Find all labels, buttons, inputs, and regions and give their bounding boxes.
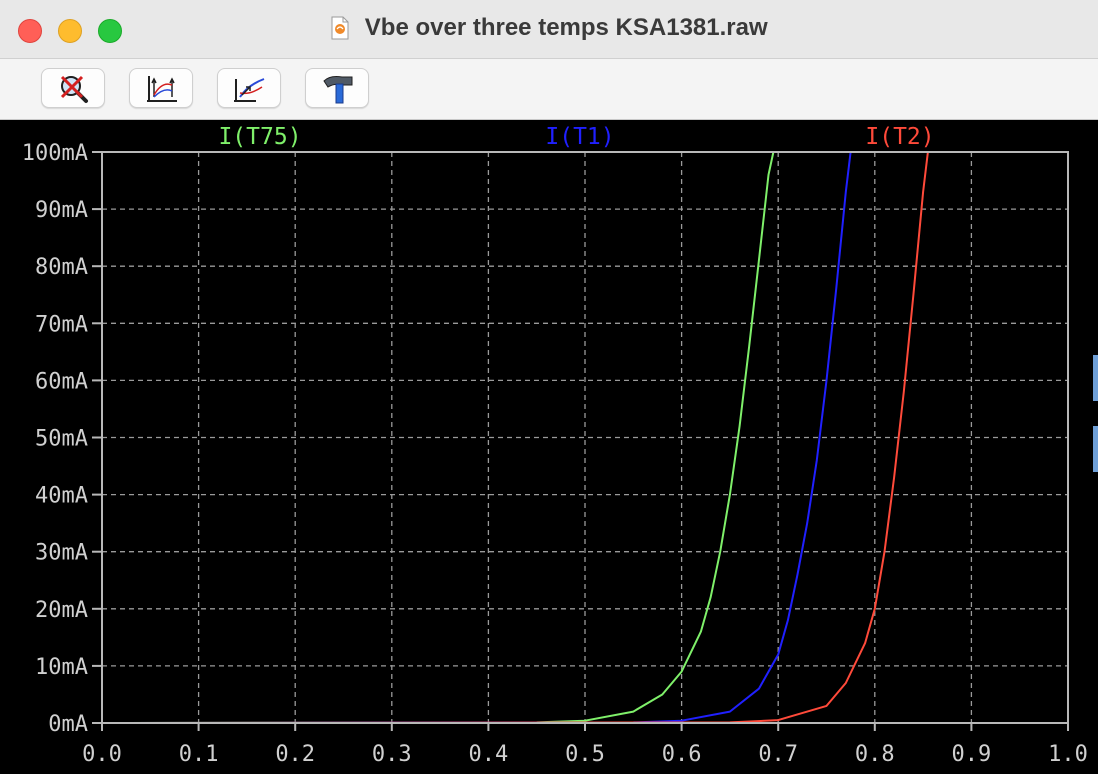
x-tick-label: 0.3 [372,742,412,767]
y-tick-label: 50mA [35,427,88,452]
waveform-chart[interactable]: 0.0 0.1 0.2 0.3 0.4 0.5 0.6 0.7 0.8 0.9 1.0 0mA 10mA… [0,120,1098,774]
x-tick-label: 0.7 [758,742,798,767]
plot-area[interactable]: 0.0 0.1 0.2 0.3 0.4 0.5 0.6 0.7 0.8 0.9 1.0 0mA 10mA… [0,120,1098,774]
pan-icon [234,78,265,102]
x-tick-label: 1.0 [1048,742,1088,767]
window-title: Vbe over three temps KSA1381.raw [364,14,768,41]
zoom-cancel-button[interactable] [41,68,105,108]
series-line-it2[interactable] [101,151,929,724]
series-line-it1[interactable] [101,151,852,724]
minimize-window-button[interactable] [58,19,82,43]
chart-legend: I(T75) I(T1) I(T2) [218,124,934,150]
side-edge-marker [1093,355,1098,401]
title-bar[interactable]: Vbe over three temps KSA1381.raw [0,0,1098,59]
close-window-button[interactable] [18,19,42,43]
axis-ticks: 0.0 0.1 0.2 0.3 0.4 0.5 0.6 0.7 0.8 0.9 1.0 0mA 10mA… [22,141,1088,767]
x-tick-label: 0.1 [179,742,219,767]
zoom-window-button[interactable] [98,19,122,43]
chart-series [101,151,929,724]
x-tick-label: 0.8 [855,742,895,767]
y-tick-label: 20mA [35,598,88,623]
legend-item[interactable]: I(T2) [865,124,934,150]
x-tick-label: 0.0 [82,742,122,767]
x-tick-label: 0.5 [565,742,605,767]
y-tick-label: 10mA [35,655,88,680]
y-tick-label: 70mA [35,312,88,337]
y-tick-label: 40mA [35,484,88,509]
y-tick-label: 80mA [35,255,88,280]
autorange-icon [147,76,177,102]
y-tick-label: 60mA [35,369,88,394]
pan-button[interactable] [217,68,281,108]
x-tick-label: 0.6 [662,742,702,767]
x-tick-label: 0.2 [275,742,315,767]
x-tick-label: 0.9 [952,742,992,767]
autorange-button[interactable] [129,68,193,108]
y-tick-label: 90mA [35,198,88,223]
title-wrap: Vbe over three temps KSA1381.raw [0,14,1098,42]
legend-item[interactable]: I(T1) [545,124,614,150]
legend-item[interactable]: I(T75) [218,124,301,150]
document-icon [331,16,349,40]
y-tick-label: 0mA [48,712,88,737]
series-line-it75[interactable] [101,151,775,724]
hammer-icon [323,76,353,104]
side-edge-marker [1093,426,1098,472]
y-tick-label: 100mA [22,141,88,166]
hammer-button[interactable] [305,68,369,108]
grid-lines [102,152,1068,723]
y-tick-label: 30mA [35,541,88,566]
zoom-cancel-icon [60,75,88,103]
toolbar [0,59,1098,120]
x-tick-label: 0.4 [469,742,509,767]
